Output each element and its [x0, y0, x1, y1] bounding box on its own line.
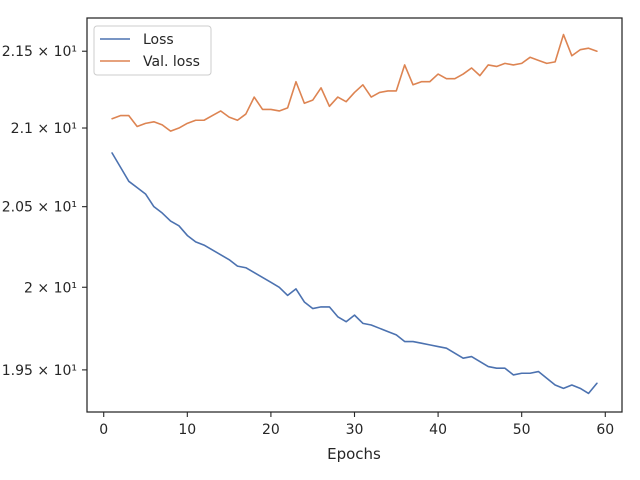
- x-tick-label: 10: [178, 422, 196, 438]
- x-ticks: 0 10 20 30 40 50 60: [99, 412, 614, 438]
- x-tick-label: 30: [346, 422, 364, 438]
- x-tick-label: 20: [262, 422, 280, 438]
- legend: Loss Val. loss: [93, 25, 212, 76]
- legend-label-loss: Loss: [143, 32, 174, 48]
- y-tick-label: 1.95 × 10¹: [2, 363, 77, 379]
- plot-area: [86, 17, 623, 413]
- y-tick-label: 2.1 × 10¹: [11, 121, 77, 137]
- x-tick-label: 60: [596, 422, 614, 438]
- series-lines: [111, 33, 598, 395]
- legend-label-val-loss: Val. loss: [143, 54, 200, 70]
- y-tick-label: 2.15 × 10¹: [2, 44, 77, 60]
- y-tick-label: 2.05 × 10¹: [2, 200, 77, 216]
- series-line-loss: [111, 152, 598, 395]
- y-ticks: 1.95 × 10¹ 2 × 10¹ 2.05 × 10¹ 2.1 × 10¹ 2.15…: [2, 44, 87, 379]
- x-axis-label: Epochs: [327, 445, 381, 463]
- y-tick-label: 2 × 10¹: [24, 280, 77, 296]
- series-line-val-loss: [111, 33, 598, 132]
- x-tick-label: 0: [99, 422, 108, 438]
- x-tick-label: 50: [513, 422, 531, 438]
- x-tick-label: 40: [429, 422, 447, 438]
